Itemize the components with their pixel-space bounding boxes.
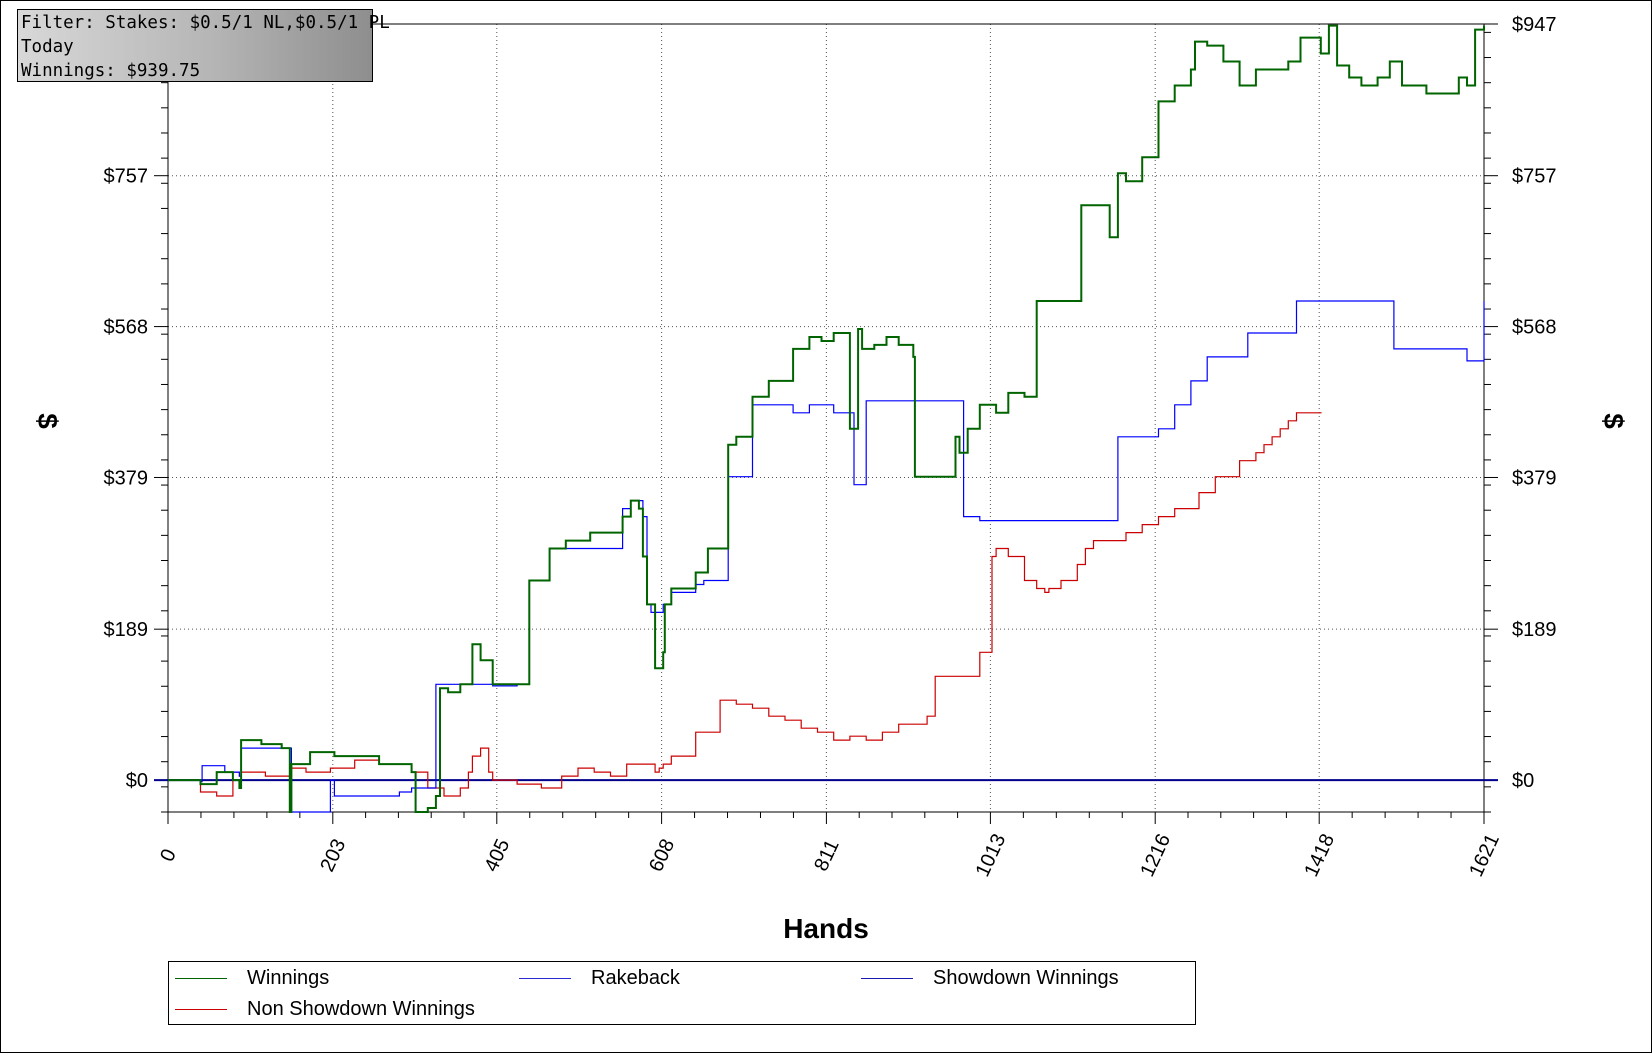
series-line-winnings <box>168 24 1485 813</box>
x-tick-label: 1216 <box>1136 831 1175 881</box>
y-tick-label-left: $379 <box>104 467 149 489</box>
x-tick-label: 405 <box>480 836 514 876</box>
legend-label-non-showdown: Non Showdown Winnings <box>247 997 475 1020</box>
y-tick-label-right: $757 <box>1512 166 1557 188</box>
legend-label-winnings: Winnings <box>247 966 330 989</box>
series-line-non-showdown-winnings <box>168 412 1322 797</box>
y-tick-label-right: $568 <box>1512 317 1557 339</box>
filter-info-box: Filter: Stakes: $0.5/1 NL,$0.5/1 PL Toda… <box>17 9 390 82</box>
legend-swatch-showdown <box>861 977 913 979</box>
legend-item-non-showdown: Non Showdown Winnings <box>175 994 475 1024</box>
x-tick-label: 811 <box>810 836 843 874</box>
y-tick-label-right: $0 <box>1512 770 1534 792</box>
series-layer <box>168 24 1485 813</box>
legend-swatch-non-showdown <box>175 1008 227 1010</box>
x-tick-label: 1621 <box>1465 831 1504 881</box>
axis-layer <box>154 23 1498 824</box>
grid-layer <box>168 23 1484 812</box>
y-tick-label-left: $757 <box>104 166 149 188</box>
x-tick-label: 0 <box>156 846 181 865</box>
legend-item-rakeback: Rakeback <box>519 963 680 993</box>
x-tick-label: 203 <box>316 836 350 876</box>
x-tick-label: 608 <box>645 836 679 876</box>
x-axis-title: Hands <box>783 913 869 944</box>
y-tick-label-right: $947 <box>1512 14 1557 36</box>
filter-date-text: Today <box>21 37 74 57</box>
chart-legend: Winnings Rakeback Showdown Winnings Non … <box>168 961 1196 1025</box>
label-layer: 0 203 405 608 811 1013 1216 1418 1621 $0 $0 $189 $18… <box>104 14 1557 880</box>
y-tick-label-left: $189 <box>104 619 149 641</box>
legend-label-rakeback: Rakeback <box>591 966 680 989</box>
y-tick-label-left: $568 <box>104 317 149 339</box>
filter-stakes-text: Filter: Stakes: $0.5/1 NL,$0.5/1 PL <box>21 13 390 33</box>
legend-swatch-winnings <box>175 977 227 979</box>
legend-swatch-rakeback <box>519 977 571 979</box>
x-tick-label: 1013 <box>972 831 1011 881</box>
filter-winnings-text: Winnings: $939.75 <box>21 61 201 81</box>
y-axis-title-left: $ <box>32 413 63 429</box>
legend-item-showdown: Showdown Winnings <box>861 963 1119 993</box>
x-tick-label: 1418 <box>1300 831 1339 881</box>
legend-label-showdown: Showdown Winnings <box>933 966 1119 989</box>
legend-item-winnings: Winnings <box>175 963 329 993</box>
y-tick-label-left: $0 <box>126 770 148 792</box>
y-tick-label-right: $379 <box>1512 467 1557 489</box>
y-tick-label-right: $189 <box>1512 619 1557 641</box>
series-line-rakeback <box>168 300 1485 813</box>
y-axis-title-right: $ <box>1598 413 1629 429</box>
